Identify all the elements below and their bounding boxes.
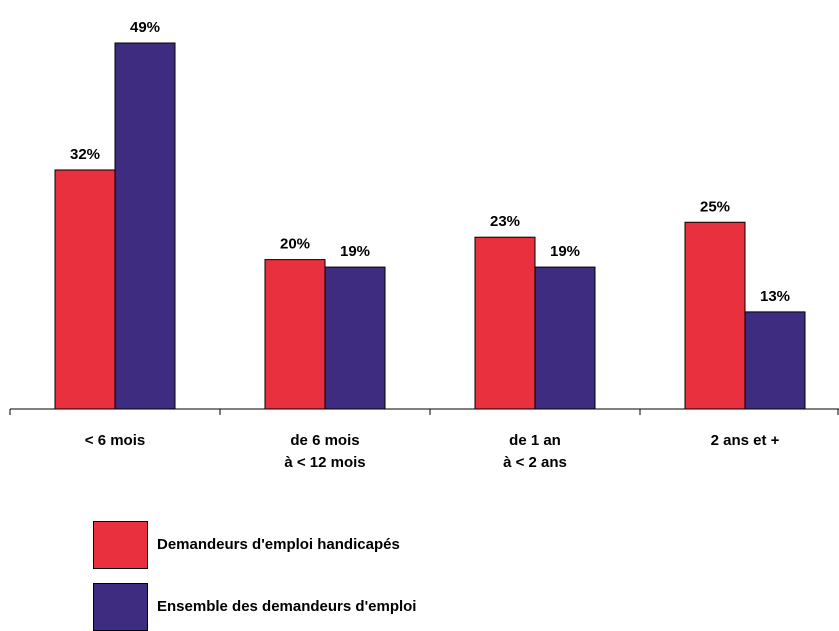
legend-item-ensemble: Ensemble des demandeurs d'emploi: [93, 583, 593, 631]
category-label-1-line1: < 6 mois: [85, 432, 145, 449]
legend-item-handicapes: Demandeurs d'emploi handicapés: [93, 521, 593, 569]
category-label-2-line2: à < 12 mois: [284, 454, 365, 471]
legend-swatch-handicapes: [93, 521, 148, 569]
x-axis-ticks: [9, 409, 839, 415]
bars-group: [54, 42, 806, 410]
value-label-series2-cat4: 13%: [760, 288, 790, 305]
value-label-series1-cat2: 20%: [280, 236, 310, 253]
value-label-series2-cat2: 19%: [340, 243, 370, 260]
bar-series1-cat1: [54, 169, 116, 410]
bar-series2-cat2: [324, 266, 386, 410]
value-label-series2-cat3: 19%: [550, 243, 580, 260]
value-label-series1-cat1: 32%: [70, 146, 100, 163]
value-label-series1-cat4: 25%: [700, 198, 730, 215]
legend-label-ensemble: Ensemble des demandeurs d'emploi: [157, 598, 417, 615]
value-label-series1-cat3: 23%: [490, 213, 520, 230]
bar-series1-cat3: [474, 236, 536, 410]
bar-series1-cat2: [264, 259, 326, 410]
value-label-series2-cat1: 49%: [130, 19, 160, 36]
category-label-3-line2: à < 2 ans: [503, 454, 567, 471]
category-labels-group: < 6 mois de 6 mois à < 12 mois de 1 an à < 2…: [85, 432, 780, 471]
bar-chart: 32% 49% 20% 19% 23% 19% 25% 13% < 6 mois de 6 mo…: [9, 19, 839, 471]
legend-label-handicapes: Demandeurs d'emploi handicapés: [157, 536, 400, 553]
bar-series1-cat4: [684, 221, 746, 410]
legend-swatch-ensemble: [93, 583, 148, 631]
bar-series2-cat1: [114, 42, 176, 410]
category-label-3-line1: de 1 an: [509, 432, 561, 449]
value-labels-group: 32% 49% 20% 19% 23% 19% 25% 13%: [70, 19, 790, 305]
category-label-4-line1: 2 ans et +: [711, 432, 780, 449]
bar-series2-cat4: [744, 311, 806, 410]
bar-series2-cat3: [534, 266, 596, 410]
category-label-2-line1: de 6 mois: [290, 432, 359, 449]
